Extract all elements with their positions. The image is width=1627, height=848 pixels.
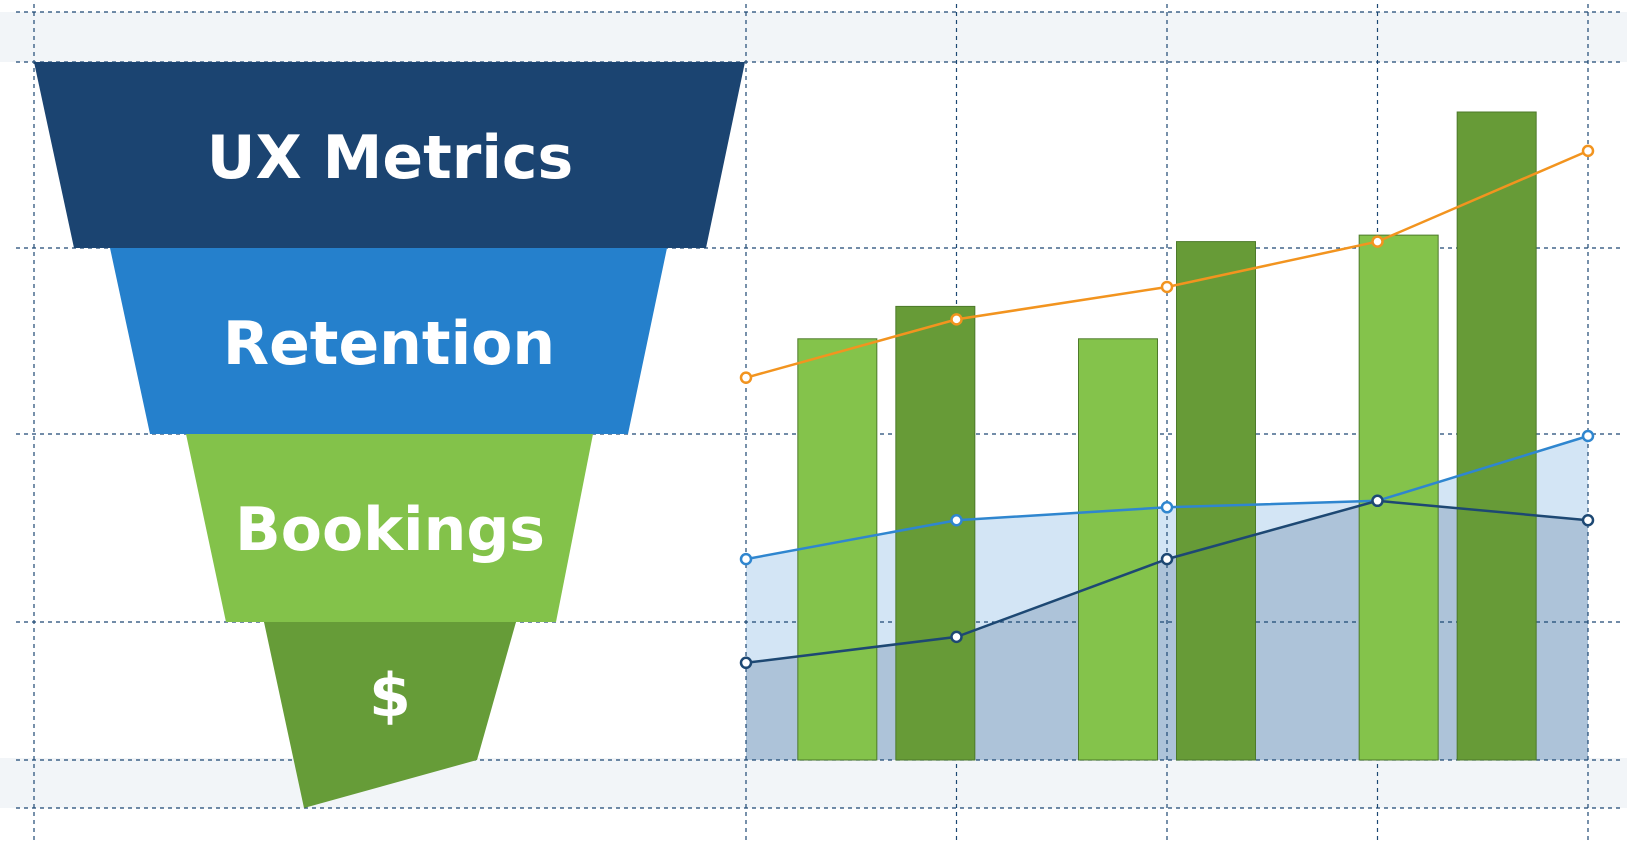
series-0-point-4 — [1581, 144, 1595, 158]
bar-group-2-bar-1 — [1456, 111, 1537, 761]
funnel-stage-bookings-label: Bookings — [235, 495, 545, 565]
chart-bar-layer — [797, 111, 1537, 761]
bar-group-2-bar-0 — [1358, 234, 1439, 761]
funnel-stage-retention: Retention — [110, 248, 667, 434]
series-0-point-3 — [1371, 235, 1384, 248]
series-1-point-1 — [950, 513, 963, 527]
funnel-stage-dollar: $ — [264, 622, 516, 808]
funnel-stage-ux-metrics-label: UX Metrics — [207, 123, 573, 193]
funnel-stage-ux-metrics-shape — [34, 62, 745, 248]
series-2-point-1 — [950, 630, 963, 644]
funnel-stage-ux-metrics: UX Metrics — [34, 62, 745, 248]
funnel-stage-dollar-shape — [264, 622, 516, 808]
bar-group-1-bar-1 — [1176, 241, 1256, 761]
series-1-point-2 — [1160, 501, 1174, 514]
funnel-stage-retention-shape — [110, 248, 667, 434]
series-1-point-4 — [1581, 429, 1595, 443]
bottom-band — [0, 758, 1627, 808]
series-2-point-3 — [1371, 494, 1384, 508]
chart-line-layer — [739, 144, 1595, 670]
funnel-stage-bookings: Bookings — [186, 434, 593, 622]
series-0-point-2 — [1160, 280, 1174, 294]
series-0-point-1 — [950, 313, 963, 326]
bar-group-0-bar-0 — [797, 338, 878, 761]
bar-group-1-bar-0 — [1078, 338, 1158, 761]
series-2-point-2 — [1160, 552, 1174, 566]
top-band — [0, 12, 1627, 62]
funnel-stage-dollar-label: $ — [369, 661, 411, 731]
bar-group-0-bar-1 — [895, 305, 976, 761]
series-2-point-4 — [1581, 513, 1595, 527]
funnel-stage-bookings-shape — [186, 434, 593, 622]
series-0-point-0 — [739, 371, 753, 384]
funnel: UX Metrics Retention Bookings $ — [34, 62, 745, 808]
series-2-point-0 — [739, 656, 753, 670]
funnel-stage-retention-label: Retention — [223, 309, 555, 379]
series-1-point-0 — [739, 552, 753, 566]
